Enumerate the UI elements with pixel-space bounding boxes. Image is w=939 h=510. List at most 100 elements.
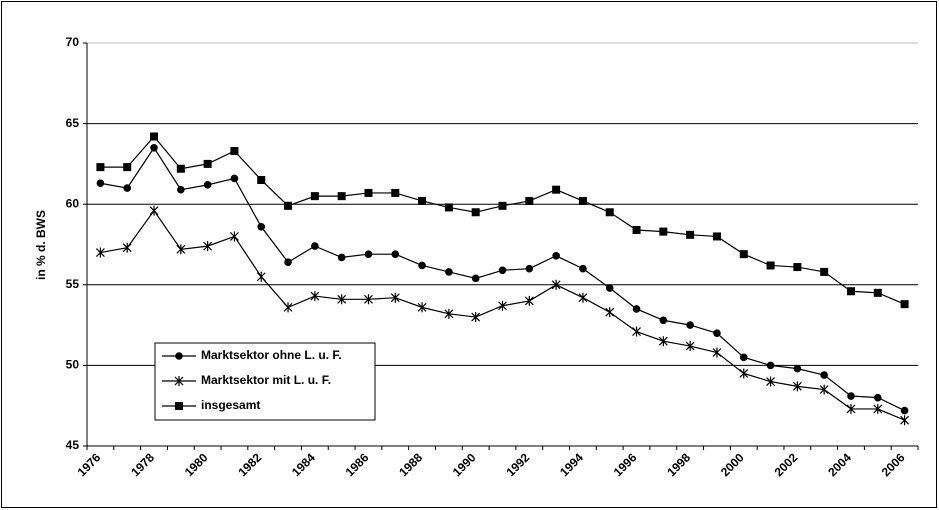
marker — [471, 208, 480, 217]
marker — [713, 329, 721, 337]
marker — [632, 225, 641, 234]
y-tick-label: 65 — [66, 116, 80, 130]
marker — [793, 364, 802, 373]
marker — [203, 159, 212, 168]
marker — [257, 176, 266, 185]
x-tick-label: 1988 — [396, 450, 425, 479]
marker — [176, 164, 185, 173]
marker — [174, 376, 184, 386]
legend-label: Marktsektor ohne L. u. F. — [201, 348, 342, 362]
x-tick-label: 1990 — [450, 450, 479, 479]
marker — [498, 300, 507, 311]
marker — [712, 347, 722, 358]
marker — [96, 163, 105, 172]
marker — [524, 295, 534, 306]
marker — [632, 305, 641, 313]
marker — [525, 264, 534, 273]
marker — [390, 292, 400, 303]
marker — [712, 232, 721, 241]
marker — [444, 203, 453, 212]
marker — [686, 321, 694, 329]
marker — [391, 250, 400, 258]
marker — [175, 352, 183, 360]
marker — [123, 184, 132, 192]
x-tick-label: 1994 — [557, 450, 586, 479]
series-line — [100, 135, 905, 305]
x-tick-label: 1984 — [289, 450, 318, 479]
marker — [578, 196, 587, 205]
x-tick-label: 1982 — [235, 450, 264, 479]
marker — [122, 242, 132, 253]
marker — [230, 147, 239, 156]
marker — [175, 402, 183, 410]
marker — [471, 312, 481, 323]
y-axis-label: in % d. BWS — [34, 210, 48, 280]
marker — [149, 205, 159, 216]
marker — [847, 392, 855, 400]
marker — [552, 185, 561, 194]
marker — [256, 271, 266, 282]
marker — [257, 222, 266, 231]
marker — [418, 196, 427, 205]
marker — [766, 261, 775, 270]
marker — [766, 376, 775, 387]
marker — [284, 258, 292, 267]
marker — [659, 316, 668, 325]
marker — [391, 188, 400, 197]
marker — [685, 341, 695, 352]
x-tick-label: 1992 — [503, 450, 532, 479]
marker — [176, 244, 186, 255]
legend-label: Marktsektor mit L. u. F. — [201, 373, 331, 387]
marker — [337, 294, 347, 305]
x-tick-label: 1978 — [128, 450, 157, 479]
marker — [445, 268, 453, 276]
marker — [364, 294, 373, 305]
marker — [551, 279, 561, 290]
marker — [605, 307, 615, 318]
marker — [203, 181, 212, 189]
marker — [498, 201, 507, 210]
marker — [686, 230, 695, 239]
marker — [792, 381, 802, 392]
marker — [525, 196, 534, 205]
marker — [819, 384, 829, 395]
x-tick-label: 2000 — [718, 450, 747, 479]
marker — [364, 188, 373, 197]
x-tick-label: 1980 — [182, 450, 211, 479]
marker — [177, 185, 185, 194]
marker — [337, 192, 346, 201]
x-tick-label: 1976 — [75, 450, 104, 479]
marker — [444, 308, 454, 319]
marker — [283, 302, 293, 313]
marker — [900, 406, 909, 415]
x-tick-label: 2002 — [772, 450, 801, 479]
marker — [310, 192, 319, 201]
marker — [739, 368, 749, 379]
y-tick-label: 50 — [66, 358, 80, 372]
y-tick-label: 55 — [66, 277, 80, 291]
marker — [96, 179, 105, 188]
marker — [632, 326, 641, 337]
marker — [579, 264, 587, 273]
marker — [900, 300, 909, 309]
marker — [873, 403, 883, 414]
marker — [766, 361, 775, 370]
marker — [659, 227, 668, 236]
marker — [418, 261, 426, 270]
x-tick-label: 2006 — [879, 450, 908, 479]
marker — [658, 336, 668, 347]
x-tick-label: 1996 — [611, 450, 640, 479]
marker — [284, 201, 293, 210]
marker — [605, 284, 614, 292]
marker — [364, 250, 373, 258]
marker — [95, 247, 105, 258]
marker — [123, 163, 132, 172]
marker — [230, 231, 239, 242]
marker — [820, 371, 828, 379]
marker — [605, 208, 614, 217]
x-tick-label: 2004 — [825, 450, 854, 479]
marker — [150, 132, 159, 141]
y-tick-label: 45 — [66, 438, 80, 452]
